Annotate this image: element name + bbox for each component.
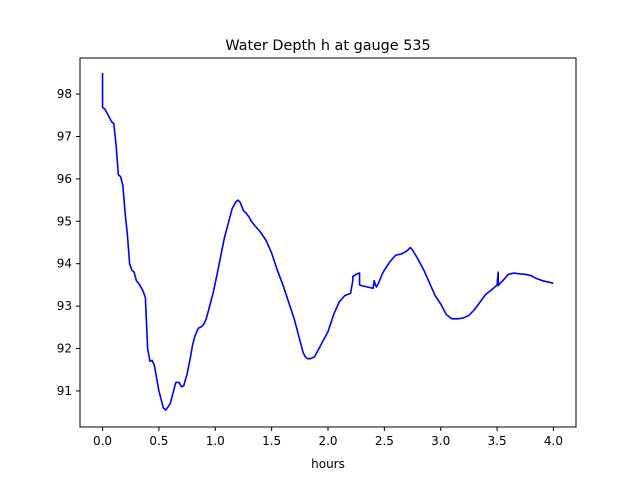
- axes-frame: [79, 57, 577, 428]
- series-layer: [101, 72, 554, 411]
- x-tick-label: 4.0: [544, 434, 563, 448]
- x-axis-label: hours: [311, 457, 345, 471]
- x-tick-label: 1.0: [206, 434, 225, 448]
- y-tick-label: 97: [57, 129, 72, 143]
- y-tick-label: 95: [57, 214, 72, 228]
- y-tick-label: 94: [57, 257, 72, 271]
- x-tick-label: 0.0: [93, 434, 112, 448]
- y-tick-label: 98: [57, 87, 72, 101]
- y-tick-label: 96: [57, 172, 72, 186]
- x-tick-label: 2.5: [375, 434, 394, 448]
- x-tick-label: 3.5: [488, 434, 507, 448]
- y-tick-label: 93: [57, 299, 72, 313]
- x-axis-ticks: 0.0 0.5 1.0 1.5 2.0 2.5 3.0 3.5 4.0: [93, 427, 563, 448]
- x-tick-label: 1.5: [262, 434, 281, 448]
- y-axis-ticks: 91 92 93 94 95 96 97 98: [57, 87, 80, 398]
- x-tick-label: 0.5: [149, 434, 168, 448]
- y-tick-label: 91: [57, 384, 72, 398]
- chart-title: Water Depth h at gauge 535: [225, 38, 430, 54]
- y-tick-label: 92: [57, 342, 72, 356]
- x-tick-label: 2.0: [318, 434, 337, 448]
- x-tick-label: 3.0: [431, 434, 450, 448]
- series-line-0: [101, 72, 554, 411]
